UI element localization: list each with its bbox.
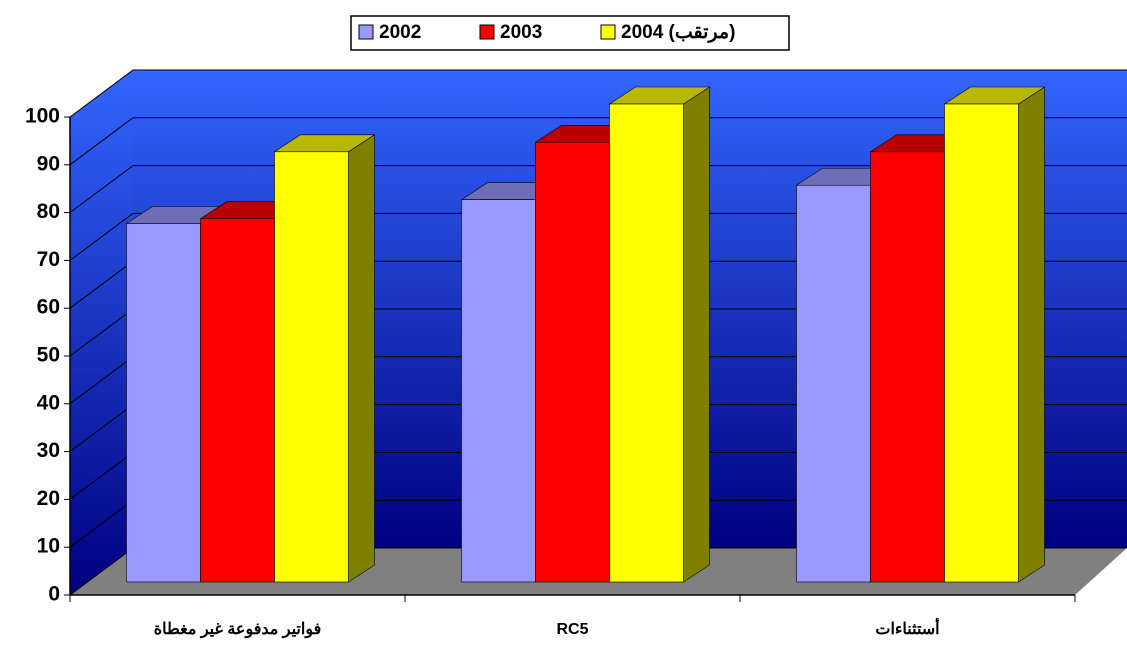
y-tick-label: 20 (37, 487, 60, 510)
bar (870, 151, 945, 583)
bar (200, 218, 275, 583)
legend-label: 2002 (379, 22, 421, 43)
y-tick-label: 30 (37, 439, 60, 462)
y-tick-label: 90 (37, 152, 60, 175)
bar (535, 141, 610, 583)
bar-side (1018, 86, 1045, 583)
y-tick-label: 100 (25, 105, 60, 128)
y-tick-label: 60 (37, 296, 60, 319)
bar (609, 103, 684, 583)
grid-line (69, 451, 134, 500)
bar (274, 151, 349, 583)
bar-side (348, 134, 375, 583)
grid-line (69, 404, 134, 453)
x-tick-label: فواتير مدفوعة غير مغطاة (154, 621, 322, 639)
y-tick-label: 0 (48, 583, 60, 606)
grid-line (69, 212, 134, 261)
y-tick-label: 50 (37, 344, 60, 367)
grid-line (69, 499, 134, 548)
y-tick-label: 80 (37, 200, 60, 223)
grid-line (69, 547, 134, 596)
y-tick-label: 10 (37, 535, 60, 558)
legend-swatch (358, 24, 374, 40)
bar-side (683, 86, 710, 583)
grid-line (69, 117, 134, 166)
legend-label: 2004 (مرتقب) (621, 22, 735, 43)
x-tick-label: RC5 (556, 621, 588, 638)
grid-line (69, 356, 134, 405)
bar (461, 199, 536, 583)
grid-line (69, 69, 134, 118)
y-tick-label: 40 (37, 391, 60, 414)
bar (796, 184, 871, 583)
bar (126, 223, 201, 583)
legend-swatch (600, 24, 616, 40)
legend-label: 2003 (500, 22, 542, 43)
bar (944, 103, 1019, 583)
legend-swatch (479, 24, 495, 40)
x-tick-label: أستثناءات (875, 617, 939, 638)
grid-line (69, 165, 134, 214)
legend-box (350, 15, 790, 51)
y-tick-label: 70 (37, 248, 60, 271)
grid-line (69, 308, 134, 357)
grid-line (69, 260, 134, 309)
